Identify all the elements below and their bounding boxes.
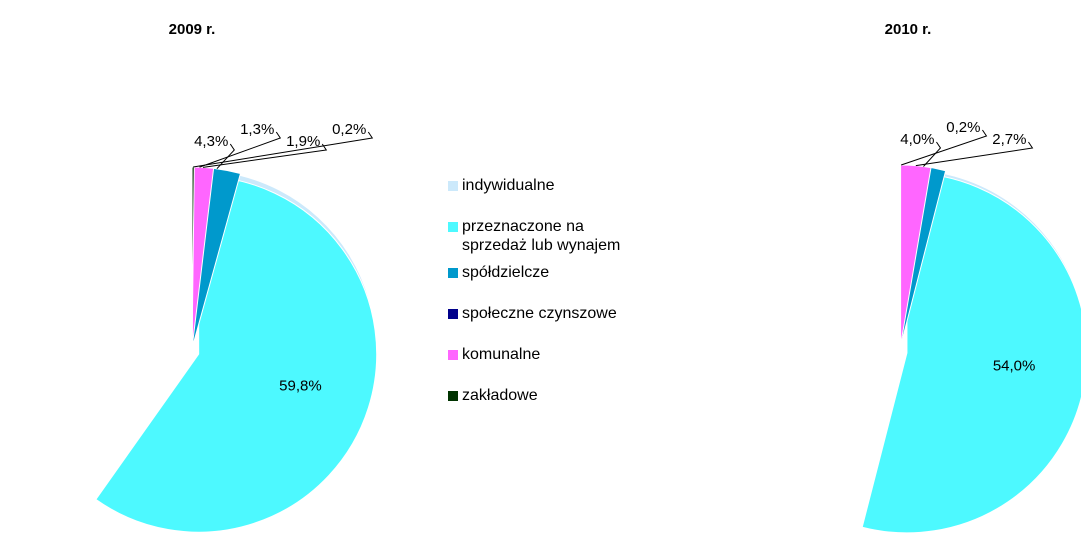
legend-swatch: [448, 350, 458, 360]
chart-title: 2010 r.: [885, 21, 932, 38]
leader-line: [915, 141, 1034, 167]
legend-item: spółdzielcze: [448, 263, 678, 282]
legend-item: przeznaczone na sprzedaż lub wynajem: [448, 217, 678, 255]
pie-slice: [861, 172, 1081, 533]
legend-swatch: [448, 309, 458, 319]
legend: indywidualne przeznaczone na sprzedaż lub…: [448, 176, 678, 427]
legend-swatch: [448, 222, 458, 232]
legend-label: indywidualne: [462, 177, 555, 194]
legend-swatch: [448, 181, 458, 191]
legend-label: społeczne czynszowe: [462, 305, 617, 322]
data-label: 59,8%: [279, 377, 322, 394]
leader-line: [199, 131, 282, 168]
data-label: 0,2%: [332, 121, 366, 138]
data-label: 2,7%: [992, 131, 1026, 148]
chart-title: 2009 r.: [169, 21, 216, 38]
legend-swatch: [448, 391, 458, 401]
legend-item: komunalne: [448, 345, 678, 364]
pie-slice: [95, 175, 378, 533]
leader-line: [193, 131, 374, 168]
legend-swatch: [448, 268, 458, 278]
data-label: 1,3%: [240, 121, 274, 138]
data-label: 0,2%: [946, 119, 980, 136]
legend-item: indywidualne: [448, 176, 678, 195]
data-label: 4,3%: [194, 133, 228, 150]
data-label: 54,0%: [993, 357, 1036, 374]
legend-item: społeczne czynszowe: [448, 304, 678, 323]
leader-line: [901, 129, 988, 166]
data-label: 4,0%: [900, 131, 934, 148]
legend-item: zakładowe: [448, 386, 678, 405]
leader-line: [923, 141, 942, 167]
legend-label: zakładowe: [462, 387, 538, 404]
legend-label: spółdzielcze: [462, 264, 550, 281]
data-label: 1,9%: [286, 133, 320, 150]
legend-label: komunalne: [462, 346, 541, 363]
pie-slice: [900, 164, 932, 346]
legend-label: przeznaczone na sprzedaż lub wynajem: [462, 218, 621, 254]
